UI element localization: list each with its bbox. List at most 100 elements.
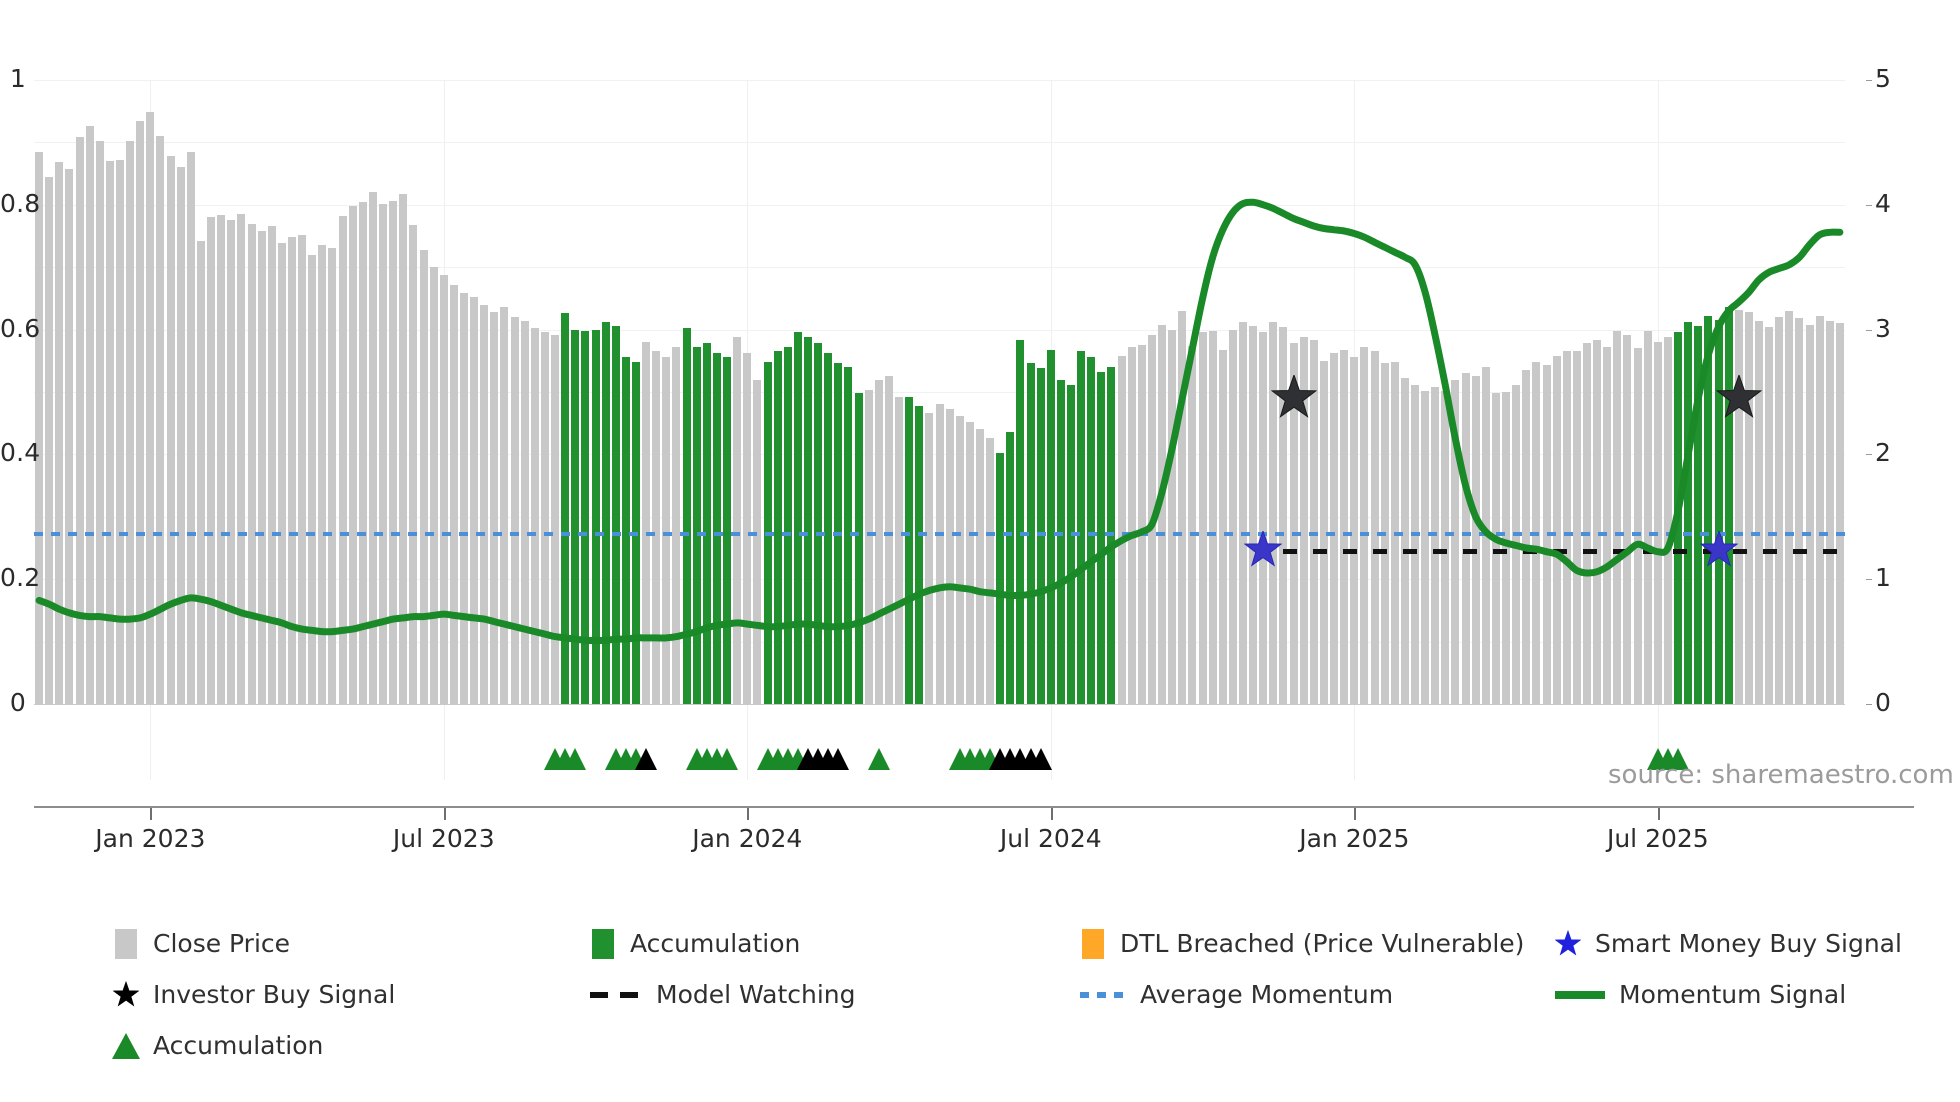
- y-axis-right-tick-label: 5: [1875, 64, 1892, 93]
- close-price-bar: [186, 151, 195, 704]
- close-price-bar: [874, 379, 883, 704]
- legend-star-icon: [113, 976, 139, 1014]
- x-axis-tick-mark: [1657, 808, 1660, 820]
- close-price-bar: [1471, 375, 1480, 704]
- close-price-bar: [85, 125, 94, 704]
- accumulation-bar: [692, 347, 701, 704]
- accumulation-bar: [611, 326, 620, 704]
- legend-accumulation-bar[interactable]: Accumulation: [590, 925, 800, 963]
- close-price-bar: [743, 353, 752, 704]
- accumulation-bar: [1077, 350, 1086, 704]
- close-price-bar: [257, 231, 266, 704]
- close-price-bar: [490, 312, 499, 704]
- y-axis-right-tick-mark: [1866, 204, 1872, 206]
- close-price-bar: [166, 156, 175, 704]
- close-price-bar: [480, 304, 489, 704]
- close-price-bar: [1815, 315, 1824, 704]
- close-price-bar: [1421, 390, 1430, 704]
- close-price-bar: [733, 337, 742, 704]
- close-price-bar: [348, 206, 357, 704]
- legend-dtl-breached[interactable]: DTL Breached (Price Vulnerable): [1080, 925, 1524, 963]
- close-price-bar: [652, 351, 661, 704]
- close-price-bar: [1734, 309, 1743, 704]
- legend-smart-money-buy[interactable]: Smart Money Buy Signal: [1555, 925, 1902, 963]
- close-price-bar: [662, 357, 671, 704]
- accumulation-bar: [1674, 332, 1683, 704]
- accumulation-bar: [621, 357, 630, 704]
- close-price-bar: [884, 375, 893, 704]
- close-price-bar: [1411, 384, 1419, 704]
- close-price-bar: [217, 215, 226, 704]
- close-price-bar: [1633, 348, 1642, 704]
- investor-buy-signal-star: [1270, 373, 1317, 421]
- close-price-bar: [1825, 320, 1834, 704]
- close-price-bar: [1218, 349, 1227, 704]
- close-price-bar: [1461, 373, 1470, 704]
- x-axis-tick-mark: [1050, 808, 1053, 820]
- legend-close-price[interactable]: Close Price: [113, 925, 290, 963]
- close-price-bar: [389, 201, 398, 704]
- close-price-bar: [1208, 330, 1217, 704]
- x-axis-tick-mark: [1354, 808, 1357, 820]
- legend-swatch-square-icon: [115, 929, 137, 959]
- x-axis-line: [34, 806, 1914, 808]
- legend-item-label: Momentum Signal: [1619, 980, 1847, 1009]
- source-attribution: source: sharemaestro.com: [1608, 760, 1954, 790]
- legend-investor-buy[interactable]: Investor Buy Signal: [113, 976, 395, 1014]
- close-price-bar: [1117, 355, 1126, 704]
- close-price-bar: [1603, 347, 1612, 704]
- accumulation-triangle: [867, 748, 890, 770]
- legend-icon: [590, 925, 616, 963]
- legend-model-watching[interactable]: Model Watching: [590, 976, 856, 1014]
- close-price-bar: [409, 224, 418, 704]
- close-price-bar: [136, 121, 145, 704]
- y-axis-right-tick-label: 2: [1875, 438, 1892, 468]
- accumulation-bar: [1087, 357, 1096, 704]
- legend-momentum-signal[interactable]: Momentum Signal: [1555, 976, 1846, 1014]
- smart-money-buy-signal-star: [1699, 529, 1739, 569]
- close-price-bar: [986, 438, 995, 704]
- close-price-bar: [500, 307, 509, 704]
- close-price-bar: [55, 162, 64, 704]
- legend-swatch-square-icon: [592, 929, 614, 959]
- close-price-bar: [753, 379, 762, 704]
- close-price-bar: [945, 409, 954, 704]
- close-price-bar: [1330, 353, 1339, 704]
- close-price-bar: [267, 226, 276, 704]
- accumulation-bar: [824, 353, 833, 704]
- close-price-bar: [1451, 379, 1460, 704]
- close-price-bar: [1360, 347, 1369, 704]
- close-price-bar: [1340, 349, 1349, 704]
- y-axis-left-tick-label: 0: [9, 688, 26, 717]
- close-price-bar: [551, 334, 560, 704]
- legend-accumulation-triangle[interactable]: Accumulation: [112, 1027, 323, 1065]
- accumulation-bar: [723, 357, 732, 704]
- investor-buy-triangle: [635, 748, 658, 770]
- legend-average-momentum[interactable]: Average Momentum: [1080, 976, 1393, 1014]
- close-price-bar: [105, 160, 114, 704]
- close-price-bar: [1147, 334, 1156, 704]
- close-price-bar: [399, 193, 408, 704]
- y-axis-right-tick-mark: [1866, 579, 1872, 581]
- close-price-bar: [207, 217, 216, 704]
- legend-item-label: Smart Money Buy Signal: [1595, 929, 1902, 958]
- x-axis-tick-mark: [443, 808, 446, 820]
- x-axis-tick-label: Jul 2023: [392, 824, 495, 853]
- gridline: [34, 80, 1845, 81]
- accumulation-bar: [905, 397, 914, 704]
- close-price-bar: [95, 140, 104, 704]
- accumulation-bar: [712, 353, 721, 704]
- close-price-bar: [176, 166, 185, 704]
- close-price-bar: [965, 421, 974, 704]
- accumulation-bar: [682, 328, 691, 704]
- close-price-bar: [1653, 342, 1662, 704]
- legend-icon: [113, 925, 139, 963]
- y-axis-right-tick-mark: [1866, 80, 1872, 81]
- close-price-bar: [1775, 317, 1784, 704]
- accumulation-bar: [1046, 349, 1055, 704]
- close-price-bar: [1785, 310, 1794, 704]
- accumulation-bar: [854, 393, 863, 704]
- close-price-bar: [338, 216, 347, 704]
- accumulation-bar: [1694, 325, 1703, 704]
